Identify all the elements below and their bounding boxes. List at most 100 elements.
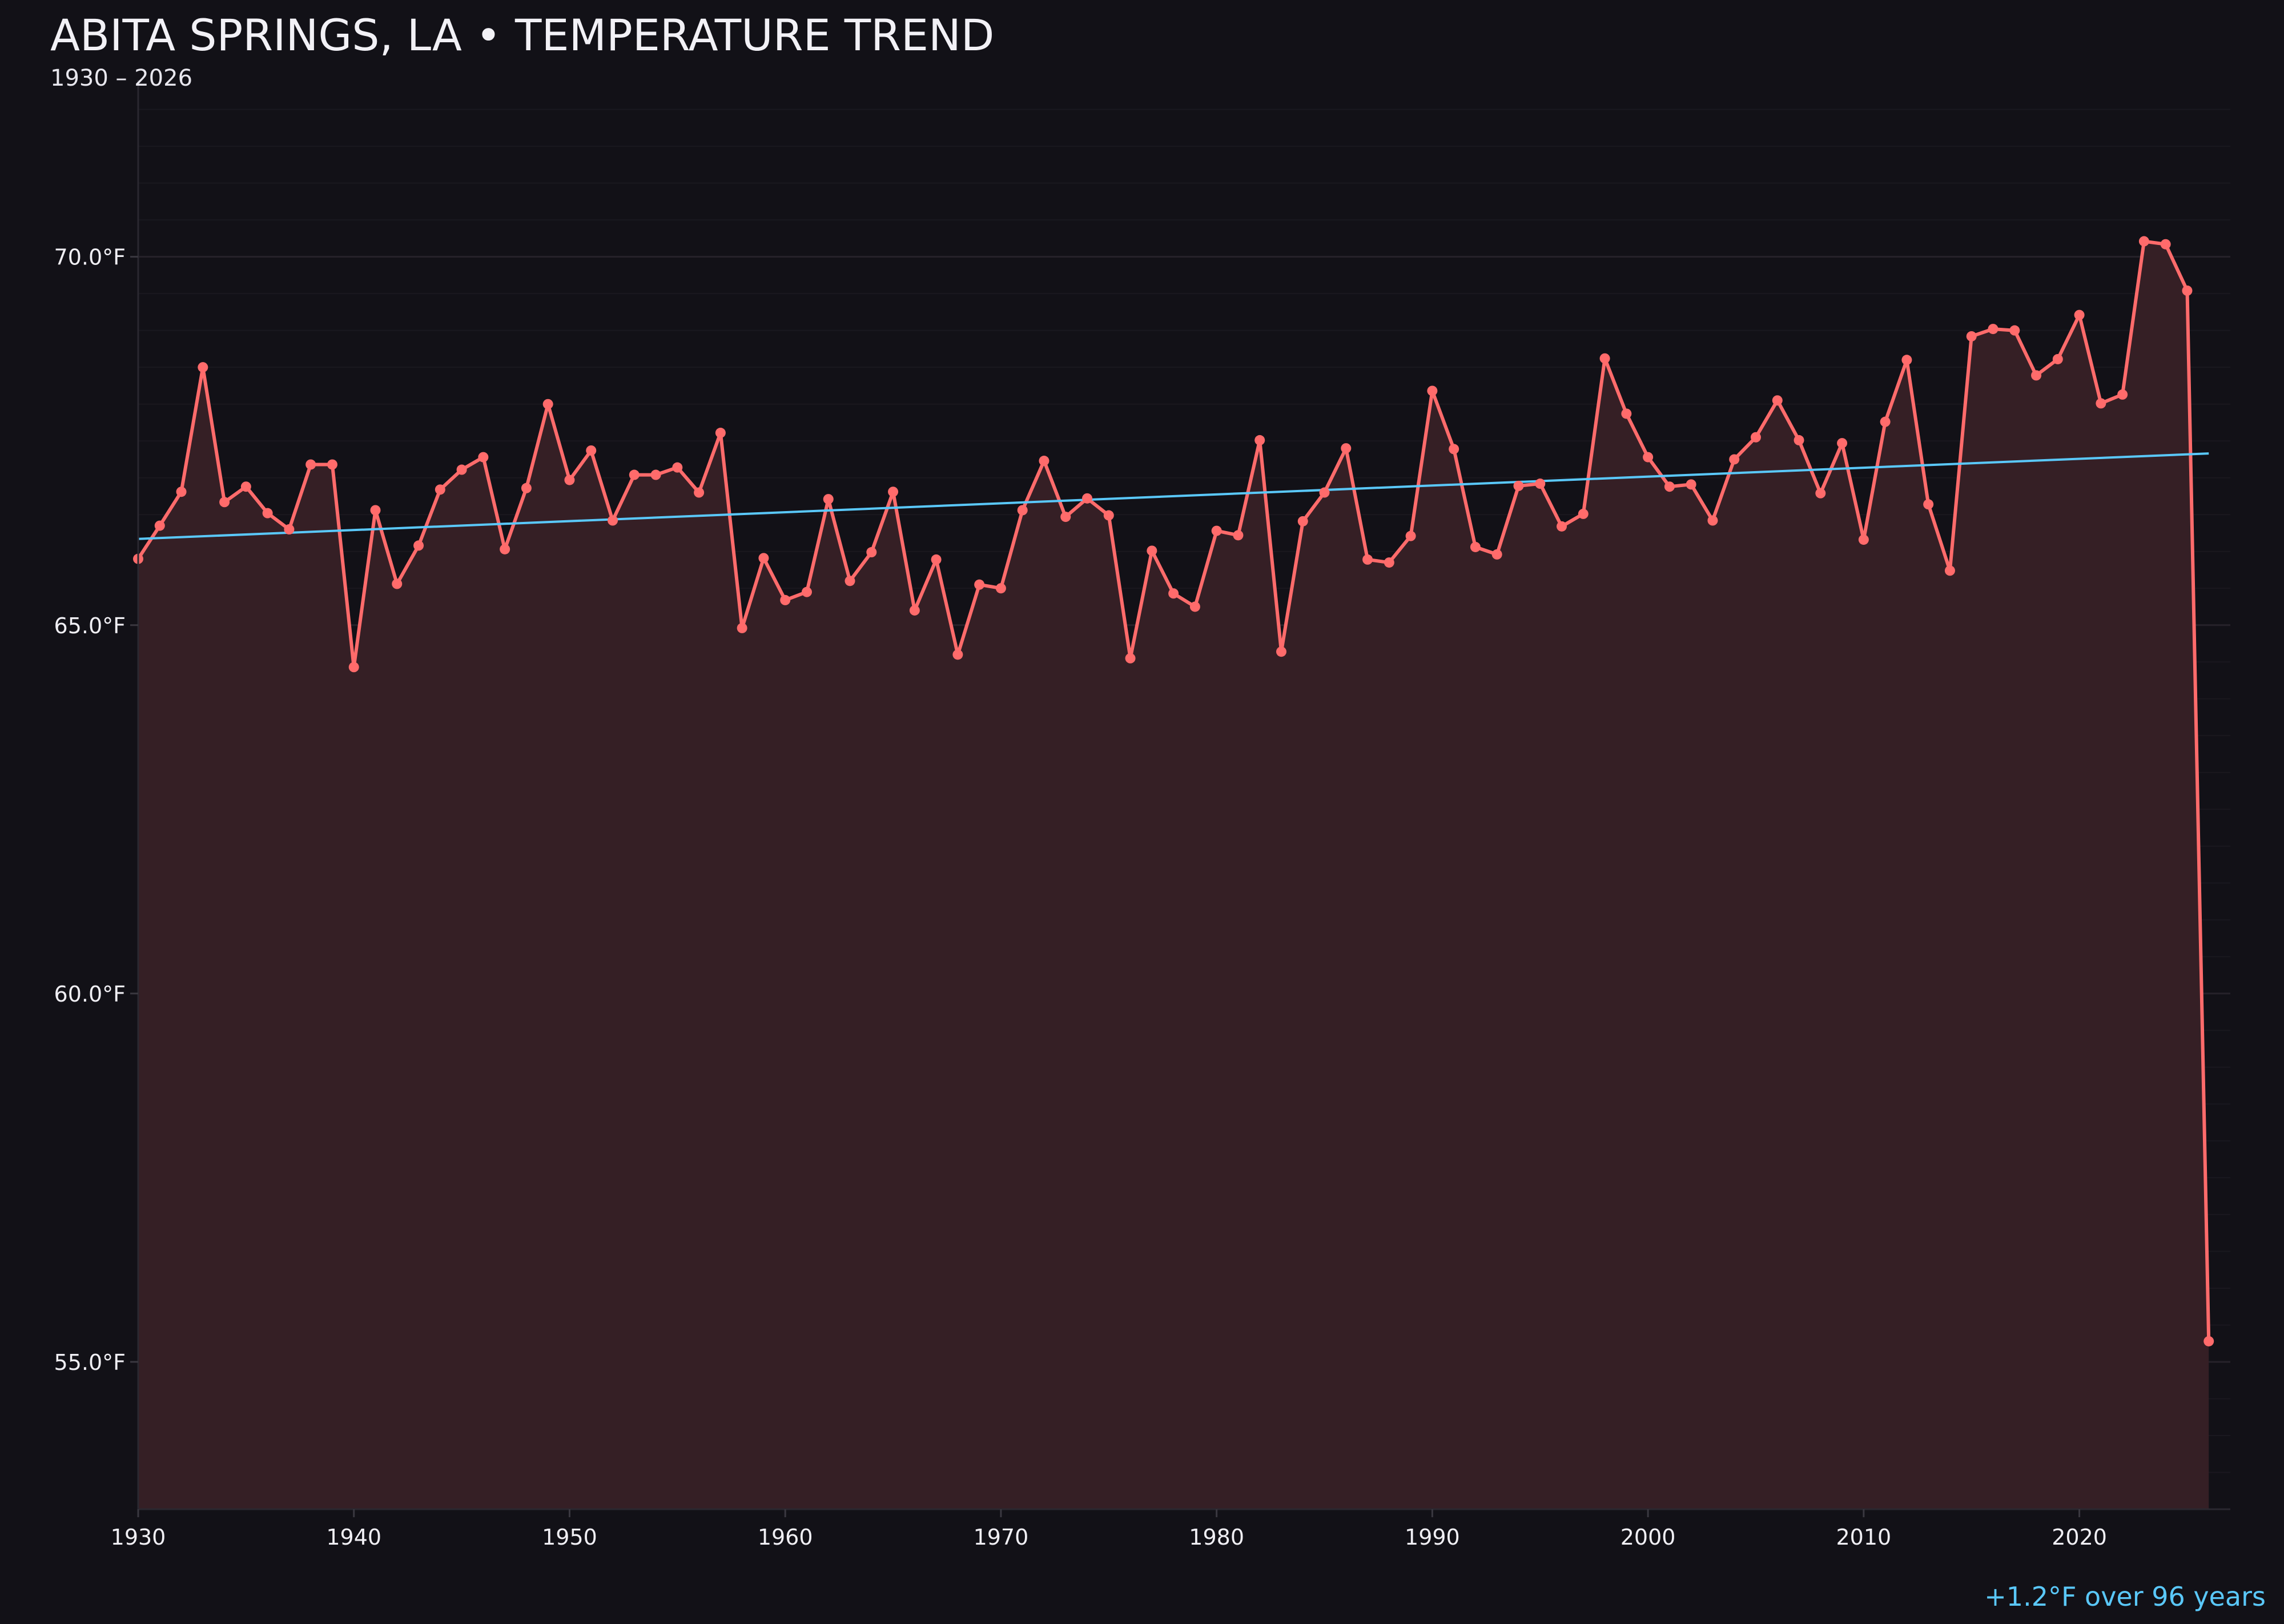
data-point: [1664, 481, 1675, 492]
data-point: [542, 399, 553, 409]
data-point: [2031, 370, 2042, 381]
data-point: [1211, 525, 1222, 536]
x-tick-label: 1960: [758, 1525, 813, 1550]
data-point: [1578, 508, 1589, 519]
data-point: [392, 578, 403, 589]
data-point: [1189, 601, 1200, 612]
data-point: [521, 483, 532, 493]
data-point: [456, 464, 467, 475]
data-point: [435, 484, 445, 495]
data-point: [2096, 398, 2106, 409]
data-point: [1491, 549, 1502, 560]
data-point: [1060, 512, 1071, 522]
data-point: [1297, 516, 1308, 526]
chart-title: ABITA SPRINGS, LA • TEMPERATURE TREND: [50, 10, 994, 61]
data-point: [694, 487, 705, 498]
data-point: [1837, 438, 1848, 449]
data-point: [2117, 389, 2128, 400]
y-tick-label: 60.0°F: [54, 982, 126, 1007]
data-point: [1082, 493, 1093, 504]
data-point: [629, 469, 640, 480]
data-point: [219, 497, 230, 508]
data-point: [262, 508, 273, 518]
data-point: [974, 579, 985, 590]
data-point: [2138, 236, 2149, 247]
data-point: [1535, 479, 1546, 489]
data-point: [2160, 239, 2171, 250]
data-point: [931, 554, 942, 565]
data-point: [1858, 534, 1869, 545]
data-point: [952, 649, 963, 660]
data-point: [1233, 530, 1244, 541]
data-point: [1966, 331, 1977, 341]
data-point: [154, 520, 165, 531]
data-point: [1254, 435, 1265, 445]
tick-labels: 55.0°F 60.0°F 65.0°F 70.0°F 1930 1940 1950 1960…: [54, 245, 2107, 1550]
data-point: [1599, 353, 1610, 364]
data-point: [1901, 355, 1912, 365]
x-tick-label: 1990: [1405, 1525, 1460, 1550]
data-point: [1944, 565, 1955, 576]
data-point: [2182, 285, 2193, 296]
data-point: [1449, 444, 1459, 455]
x-tick-label: 2000: [1620, 1525, 1676, 1550]
data-point: [1513, 480, 1524, 491]
data-point: [1772, 395, 1783, 406]
data-point: [715, 428, 726, 439]
axes: [130, 80, 2230, 1517]
data-point: [1276, 646, 1286, 657]
data-point: [1384, 557, 1394, 568]
data-point: [284, 524, 295, 535]
data-point: [2203, 1336, 2214, 1346]
data-point: [564, 475, 575, 485]
trend-line: [138, 452, 2209, 540]
data-point: [1103, 510, 1114, 521]
data-point: [1923, 499, 1934, 510]
data-point: [1470, 541, 1481, 552]
data-point: [1643, 452, 1654, 463]
data-point: [608, 515, 618, 526]
data-point: [737, 622, 747, 633]
data-point: [586, 445, 597, 456]
data-point: [1319, 487, 1330, 498]
data-point: [348, 662, 359, 673]
data-point: [1557, 521, 1567, 532]
data-point: [845, 576, 855, 586]
trend-annotation: +1.2°F over 96 years: [1984, 1581, 2266, 1612]
data-point: [1794, 435, 1804, 445]
chart-subtitle: 1930 – 2026: [50, 65, 192, 91]
data-point: [370, 505, 381, 516]
temperature-area-fill: [138, 241, 2209, 1509]
data-point: [240, 481, 251, 492]
data-point: [478, 452, 489, 463]
data-point: [672, 462, 683, 473]
data-point: [2009, 325, 2020, 336]
x-tick-label: 1980: [1189, 1525, 1244, 1550]
data-point: [866, 547, 877, 558]
data-point: [1686, 479, 1696, 490]
x-tick-label: 1930: [111, 1525, 166, 1550]
y-tick-label: 70.0°F: [54, 245, 126, 270]
data-point: [413, 540, 424, 551]
data-point: [176, 487, 187, 497]
data-point: [1017, 505, 1028, 516]
x-tick-label: 1950: [542, 1525, 597, 1550]
data-point: [1427, 385, 1438, 396]
data-point: [1729, 454, 1740, 465]
x-tick-label: 2010: [1836, 1525, 1891, 1550]
data-points: [133, 236, 2214, 1346]
y-tick-label: 55.0°F: [54, 1350, 126, 1375]
data-point: [1880, 416, 1891, 427]
data-point: [1405, 530, 1416, 541]
data-point: [1750, 432, 1761, 443]
data-point: [1815, 488, 1826, 499]
data-point: [1039, 456, 1049, 467]
data-point: [995, 583, 1006, 594]
x-tick-label: 1970: [974, 1525, 1029, 1550]
data-point: [1362, 554, 1373, 565]
data-point: [2052, 353, 2063, 364]
data-point: [1621, 408, 1632, 419]
x-tick-label: 1940: [326, 1525, 381, 1550]
data-point: [1147, 545, 1157, 556]
